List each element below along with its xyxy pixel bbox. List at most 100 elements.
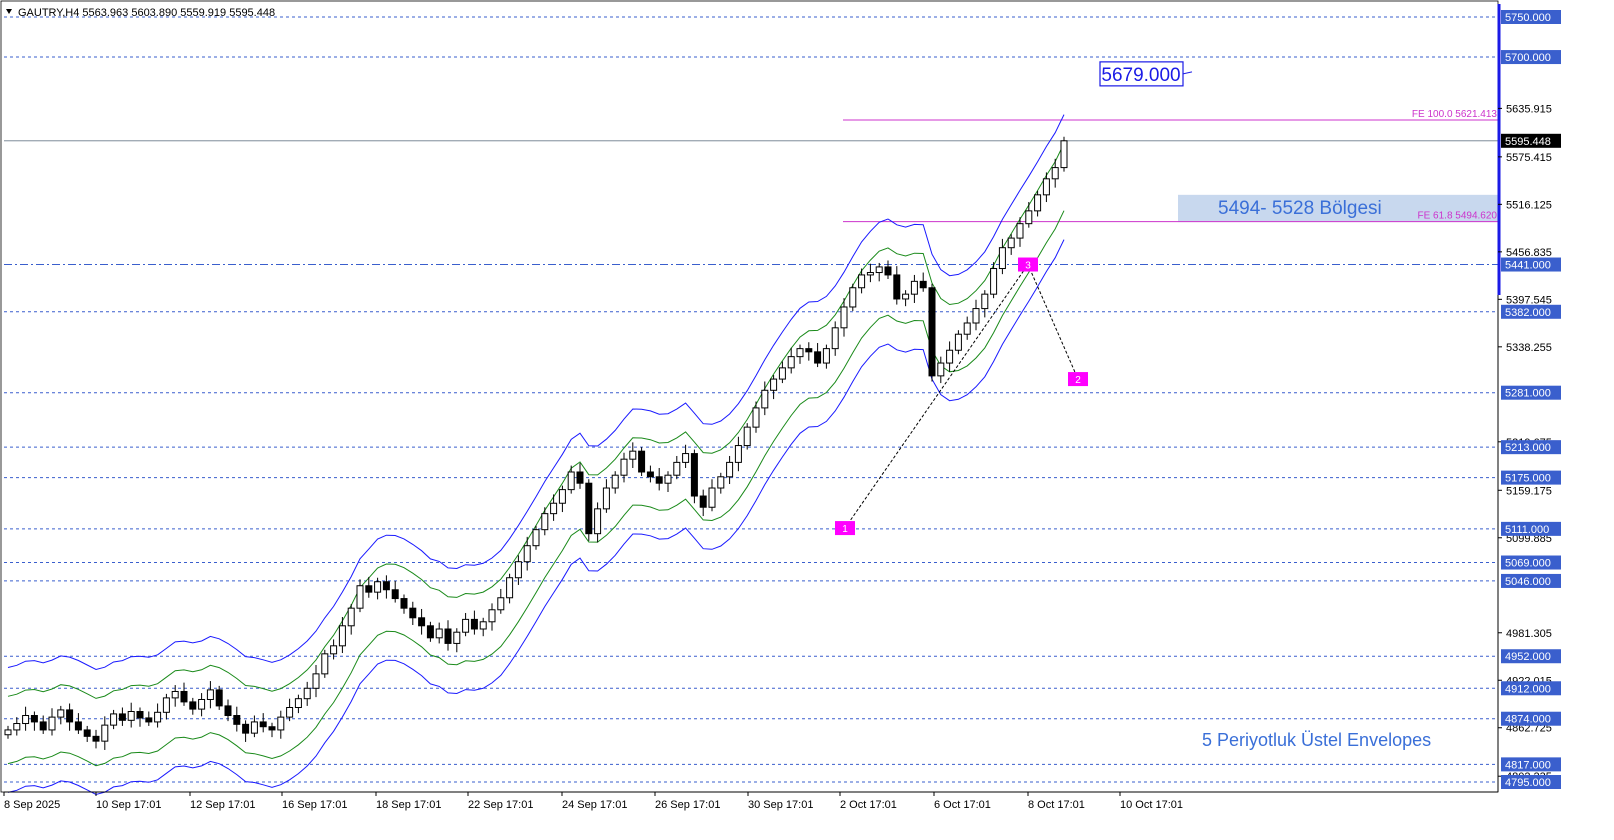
current-price-tag — [1501, 133, 1561, 148]
candle-body-37 — [330, 645, 338, 655]
candle-body-14 — [127, 711, 135, 721]
candle-body-107 — [946, 349, 954, 364]
candle-body-118 — [1042, 178, 1050, 196]
candle-body-23 — [206, 689, 214, 700]
candle-body-69 — [611, 474, 619, 489]
pivot-label-0: 1 — [842, 524, 848, 535]
candle-body-104 — [919, 280, 927, 289]
candle-body-64 — [567, 471, 575, 491]
time-label-4: 18 Sep 17:01 — [376, 799, 441, 811]
candle-body-33 — [294, 698, 302, 709]
candle-body-44 — [391, 589, 399, 600]
candle-body-120 — [1060, 140, 1068, 169]
candle-body-116 — [1025, 210, 1033, 225]
level-tag-label-5: 5213.000 — [1505, 442, 1551, 454]
level-tag-0 — [1501, 10, 1561, 24]
price-scale-label-2: 5516.125 — [1506, 199, 1552, 211]
candle-body-74 — [655, 476, 663, 484]
candle-body-115 — [1016, 223, 1024, 239]
candle-body-17 — [154, 711, 162, 723]
candle-body-47 — [418, 617, 426, 627]
candle-body-82 — [726, 461, 734, 478]
level-tag-label-6: 5175.000 — [1505, 473, 1551, 485]
candle-body-88 — [778, 367, 786, 380]
candle-body-110 — [972, 308, 980, 324]
candle-body-42 — [374, 581, 382, 593]
candle-body-18 — [162, 697, 170, 713]
candle-body-65 — [576, 471, 584, 484]
candle-body-16 — [145, 717, 153, 723]
level-tag-1 — [1501, 50, 1561, 65]
candle-body-112 — [990, 268, 998, 295]
candle-body-78 — [690, 453, 698, 497]
price-scale-label-0: 5635.915 — [1506, 103, 1552, 115]
level-tag-label-4: 5281.000 — [1505, 388, 1551, 400]
level-tag-label-9: 5046.000 — [1505, 576, 1551, 588]
candle-body-2 — [22, 715, 30, 725]
level-tag-8 — [1501, 555, 1561, 570]
level-tag-14 — [1501, 775, 1561, 789]
candle-body-67 — [594, 508, 602, 535]
level-tag-label-13: 4817.000 — [1505, 759, 1551, 771]
level-tag-label-8: 5069.000 — [1505, 558, 1551, 570]
levels-layer: FE 100.0 5621.413 FE 61.8 5494.620 — [0, 0, 1499, 793]
zone-layer — [1178, 194, 1498, 223]
level-tag-2 — [1501, 257, 1561, 272]
time-label-2: 12 Sep 17:01 — [190, 799, 255, 811]
level-tag-label-12: 4874.000 — [1505, 714, 1551, 726]
candle-body-43 — [382, 581, 390, 591]
level-tag-3 — [1501, 304, 1561, 319]
time-label-6: 24 Sep 17:01 — [562, 799, 627, 811]
candle-body-26 — [233, 715, 241, 725]
level-tag-label-7: 5111.000 — [1505, 524, 1549, 536]
candles-layer — [4, 136, 1068, 750]
candle-body-95 — [840, 306, 848, 329]
candle-body-90 — [796, 348, 804, 358]
candle-body-8 — [74, 721, 82, 731]
candle-body-75 — [664, 474, 672, 484]
candle-body-71 — [629, 450, 637, 460]
candle-body-92 — [814, 351, 822, 364]
candle-body-12 — [110, 713, 118, 726]
zone-label: 5494- 5528 Bölgesi — [1218, 198, 1382, 219]
target-box — [1099, 61, 1184, 87]
candle-body-6 — [57, 709, 65, 718]
candle-body-48 — [426, 625, 434, 639]
candle-body-0 — [4, 729, 12, 736]
candle-body-20 — [180, 690, 188, 703]
candle-body-76 — [673, 461, 681, 476]
candle-body-41 — [365, 585, 373, 593]
candle-body-77 — [682, 453, 690, 463]
price-scale-label-11: 4862.725 — [1506, 723, 1552, 735]
collapse-triangle-icon[interactable] — [6, 9, 12, 14]
candle-body-21 — [189, 701, 197, 710]
time-label-11: 8 Oct 17:01 — [1028, 799, 1085, 811]
candle-body-117 — [1034, 194, 1042, 212]
candle-body-63 — [558, 489, 566, 504]
candle-body-15 — [136, 711, 144, 719]
candle-body-54 — [479, 621, 487, 630]
candle-body-49 — [435, 628, 443, 639]
time-label-8: 30 Sep 17:01 — [748, 799, 813, 811]
candle-body-89 — [787, 356, 795, 369]
candle-body-34 — [303, 687, 311, 700]
level-tag-7 — [1501, 521, 1561, 536]
target-pointer — [1182, 71, 1193, 75]
candle-body-31 — [277, 716, 285, 731]
level-tag-label-14: 4795.000 — [1505, 777, 1551, 789]
candle-body-39 — [347, 607, 355, 627]
candle-body-102 — [902, 293, 910, 300]
candle-body-109 — [963, 322, 971, 335]
candle-body-50 — [444, 628, 452, 644]
candle-body-60 — [532, 529, 540, 547]
candle-body-84 — [743, 426, 751, 447]
candle-body-105 — [928, 287, 936, 377]
candle-body-1 — [13, 723, 21, 731]
time-label-3: 16 Sep 17:01 — [282, 799, 347, 811]
level-tag-11 — [1501, 681, 1561, 696]
level-tag-label-1: 5700.000 — [1505, 52, 1551, 64]
time-label-10: 6 Oct 17:01 — [934, 799, 991, 811]
envelopes-layer — [7, 114, 1065, 796]
time-label-7: 26 Sep 17:01 — [655, 799, 720, 811]
